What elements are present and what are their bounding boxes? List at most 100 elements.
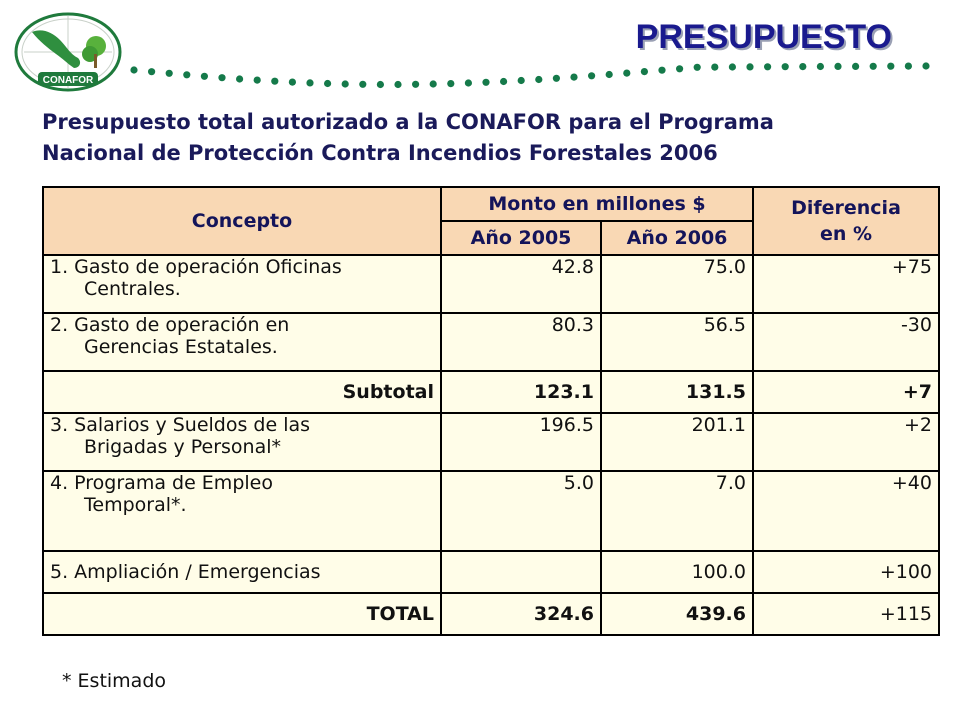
decorative-dot xyxy=(359,80,367,88)
decorative-dot xyxy=(658,66,666,74)
decorative-dot xyxy=(570,73,578,81)
table-row: 1. Gasto de operación Oficinas Centrales… xyxy=(42,254,940,314)
footnote: * Estimado xyxy=(62,670,167,692)
header-difference-line-1: Diferencia xyxy=(791,197,901,219)
decorative-dot xyxy=(552,74,561,82)
decorative-dot xyxy=(728,63,737,71)
decorative-dot xyxy=(324,79,332,88)
slide-title: PRESUPUESTO xyxy=(635,18,892,56)
value-2006: 56.5 xyxy=(600,312,754,372)
concept-line-2: Gerencias Estatales. xyxy=(84,336,278,358)
decorative-dot xyxy=(623,69,631,77)
subtitle-line-2: Nacional de Protección Contra Incendios … xyxy=(42,141,718,165)
header-difference-line-2: en % xyxy=(819,223,873,245)
value-2006: 75.0 xyxy=(600,254,754,314)
decorative-dot xyxy=(482,78,490,86)
header-year-2005: Año 2005 xyxy=(440,220,602,256)
conafor-logo: CONAFOR xyxy=(14,12,122,92)
concept-line-2: Centrales. xyxy=(84,278,181,300)
value-difference: +2 xyxy=(752,412,940,472)
concept-cell: 3. Salarios y Sueldos de las Brigadas y … xyxy=(42,412,442,472)
decorative-dot xyxy=(447,80,455,88)
decorative-dot xyxy=(605,70,613,79)
decorative-dot xyxy=(640,68,649,76)
value-2006: 7.0 xyxy=(600,470,754,552)
decorative-dot xyxy=(535,75,543,84)
decorative-dot-line xyxy=(130,62,930,89)
value-2006: 131.5 xyxy=(600,370,754,414)
decorative-dot xyxy=(816,62,825,71)
subtitle-line-1: Presupuesto total autorizado a la CONAFO… xyxy=(42,110,774,134)
decorative-dot xyxy=(183,71,191,79)
decorative-dot xyxy=(200,72,208,80)
decorative-dot xyxy=(852,62,860,70)
decorative-dot xyxy=(746,63,754,71)
value-difference: +100 xyxy=(752,550,940,594)
decorative-dot xyxy=(676,65,684,73)
subtotal-label: Subtotal xyxy=(42,370,442,414)
total-row: TOTAL 324.6 439.6 +115 xyxy=(42,592,940,636)
decorative-dot xyxy=(887,62,895,70)
decorative-dot xyxy=(253,76,261,84)
concept-cell: 2. Gasto de operación en Gerencias Estat… xyxy=(42,312,442,372)
decorative-dot xyxy=(588,72,596,80)
decorative-dot xyxy=(869,62,877,70)
header-amount: Monto en millones $ xyxy=(440,186,754,222)
decorative-dot xyxy=(693,63,701,71)
value-2005: 196.5 xyxy=(440,412,602,472)
decorative-dot xyxy=(711,63,719,71)
value-difference: +7 xyxy=(752,370,940,414)
value-2005: 80.3 xyxy=(440,312,602,372)
decorative-dot xyxy=(288,78,296,86)
decorative-dot xyxy=(922,62,930,70)
logo-text: CONAFOR xyxy=(43,75,94,86)
header-year-2006: Año 2006 xyxy=(600,220,754,256)
concept-line-1: 4. Programa de Empleo xyxy=(50,472,273,494)
concept-cell: 5. Ampliación / Emergencias xyxy=(42,550,442,594)
value-2005: 324.6 xyxy=(440,592,602,636)
concept-cell: 1. Gasto de operación Oficinas Centrales… xyxy=(42,254,442,314)
decorative-dot xyxy=(130,66,138,74)
decorative-dot xyxy=(904,62,913,70)
value-difference: +115 xyxy=(752,592,940,636)
value-2005: 5.0 xyxy=(440,470,602,552)
concept-line-2: Brigadas y Personal* xyxy=(84,436,282,458)
decorative-dot xyxy=(500,77,508,86)
decorative-dot xyxy=(271,77,279,85)
value-2006: 201.1 xyxy=(600,412,754,472)
decorative-dot xyxy=(306,79,314,87)
decorative-dot xyxy=(218,74,226,82)
decorative-dot xyxy=(236,75,244,83)
header-concept: Concepto xyxy=(42,186,442,256)
decorative-dot xyxy=(429,80,437,88)
value-difference: +40 xyxy=(752,470,940,552)
decorative-dot xyxy=(376,80,384,89)
value-difference: +75 xyxy=(752,254,940,314)
decorative-dot xyxy=(341,80,349,88)
table-row: 2. Gasto de operación en Gerencias Estat… xyxy=(42,312,940,372)
decorative-dot xyxy=(412,80,420,88)
concept-cell: 4. Programa de Empleo Temporal*. xyxy=(42,470,442,552)
decorative-dot xyxy=(764,63,772,71)
decorative-dot xyxy=(834,62,842,70)
budget-table: Concepto Monto en millones $ Diferencia … xyxy=(42,186,940,636)
value-2006: 439.6 xyxy=(600,592,754,636)
value-2005: 123.1 xyxy=(440,370,602,414)
table-row: 4. Programa de Empleo Temporal*. 5.0 7.0… xyxy=(42,470,940,552)
total-label: TOTAL xyxy=(42,592,442,636)
concept-line-1: 3. Salarios y Sueldos de las xyxy=(50,414,311,436)
value-difference: -30 xyxy=(752,312,940,372)
value-2006: 100.0 xyxy=(600,550,754,594)
decorative-dot xyxy=(394,80,402,89)
concept-line-2: Temporal*. xyxy=(84,494,187,516)
decorative-dot xyxy=(799,63,807,71)
concept-line-1: 2. Gasto de operación en xyxy=(50,314,290,336)
decorative-dot xyxy=(165,69,173,77)
table-row: 3. Salarios y Sueldos de las Brigadas y … xyxy=(42,412,940,472)
decorative-dot xyxy=(148,68,156,76)
decorative-dot xyxy=(517,76,525,85)
table-row: 5. Ampliación / Emergencias 100.0 +100 xyxy=(42,550,940,594)
concept-line-1: 1. Gasto de operación Oficinas xyxy=(50,256,342,278)
subtotal-row: Subtotal 123.1 131.5 +7 xyxy=(42,370,940,414)
header-difference: Diferencia en % xyxy=(752,186,940,256)
